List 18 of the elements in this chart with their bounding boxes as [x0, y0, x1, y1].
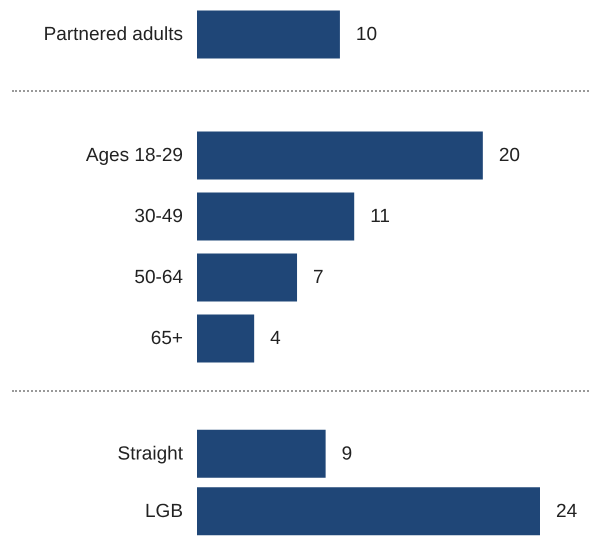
- data-label: 11: [370, 206, 390, 227]
- y-tick-label: LGB: [144, 500, 183, 522]
- y-tick-label: 50-64: [134, 267, 184, 288]
- bar: [197, 192, 354, 240]
- y-tick-label: Ages 18-29: [86, 145, 183, 166]
- data-label: 20: [498, 145, 520, 166]
- data-label: 24: [556, 500, 578, 522]
- y-tick-label: Partnered adults: [44, 24, 183, 45]
- data-label: 9: [342, 443, 352, 464]
- bar: [197, 254, 298, 302]
- bar: [197, 314, 254, 362]
- y-tick-label: 30-49: [134, 206, 183, 227]
- y-tick-label: Straight: [118, 443, 184, 464]
- bar: [197, 132, 483, 180]
- data-label: 7: [313, 267, 324, 288]
- data-label: 10: [356, 24, 378, 45]
- y-tick-label: 65+: [150, 328, 183, 349]
- data-label: 4: [270, 328, 282, 349]
